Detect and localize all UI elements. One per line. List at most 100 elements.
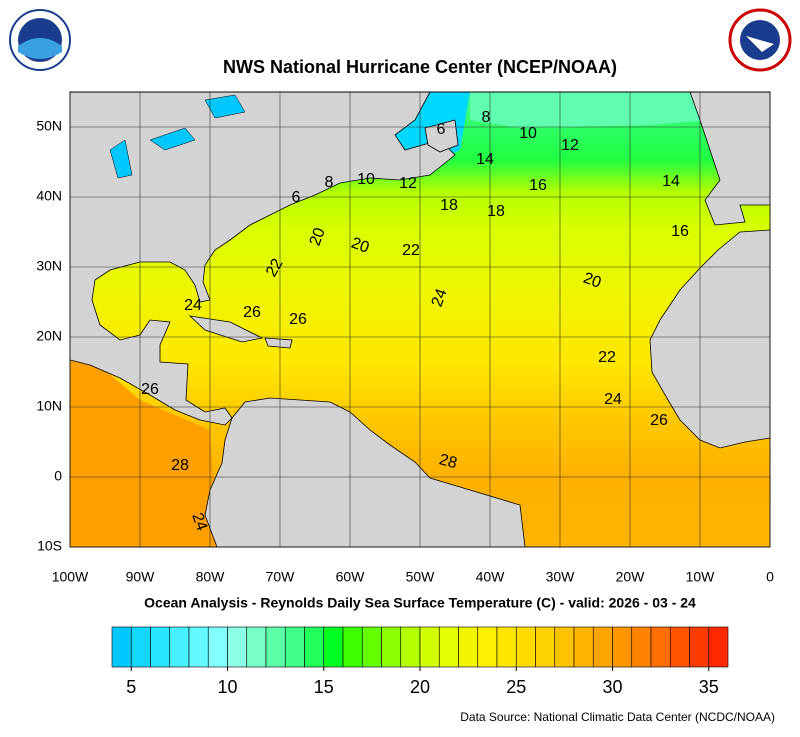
nws-logo — [728, 8, 792, 72]
colorbar-cell — [227, 626, 248, 668]
lat-label: 0 — [54, 468, 62, 484]
africa — [649, 229, 771, 449]
colorbar-tick-label: 25 — [506, 677, 526, 697]
contour-label: 24 — [604, 391, 622, 408]
lat-label: 10N — [36, 398, 62, 414]
subtitle: Ocean Analysis - Reynolds Daily Sea Surf… — [144, 595, 696, 611]
contour-label: 18 — [440, 197, 458, 214]
contour-label: 24 — [429, 287, 451, 310]
contour-label: 6 — [437, 121, 446, 138]
lon-label: 0 — [766, 569, 774, 585]
cuba — [188, 315, 264, 343]
warm-water — [70, 340, 217, 547]
contour-label: 24 — [184, 297, 202, 314]
colorbar-cell — [631, 626, 652, 668]
colorbar-cell — [515, 626, 536, 668]
newfoundland — [424, 119, 459, 153]
colorbar-cell — [708, 626, 729, 668]
contour-label: 10 — [519, 125, 537, 142]
lake — [204, 94, 246, 119]
colorbar-cell — [207, 626, 228, 668]
lat-label: 10S — [37, 538, 62, 554]
colorbar-cell — [130, 626, 151, 668]
contour-label: 20 — [349, 235, 372, 257]
colorbar-cell — [535, 626, 556, 668]
north-america — [69, 91, 456, 426]
contour-label: 24 — [188, 511, 210, 534]
contour-label: 22 — [402, 242, 420, 259]
colorbar-cell — [111, 626, 132, 668]
colorbar-cell — [477, 626, 498, 668]
colorbar-cell — [496, 626, 517, 668]
lon-label: 50W — [406, 569, 436, 585]
lon-label: 40W — [476, 569, 506, 585]
lat-label: 20N — [36, 328, 62, 344]
colorbar-cell — [419, 626, 440, 668]
lat-label: 30N — [36, 258, 62, 274]
lon-label: 100W — [52, 569, 89, 585]
noaa-logo — [9, 9, 71, 71]
contour-label: 10 — [357, 171, 375, 188]
colorbar-tick-label: 15 — [314, 677, 334, 697]
colorbar-tick-label: 35 — [699, 677, 719, 697]
colorbar-cell — [554, 626, 575, 668]
contour-label: 12 — [399, 175, 417, 192]
contour-label: 18 — [487, 203, 505, 220]
colorbar-cell — [246, 626, 267, 668]
lon-label: 10W — [686, 569, 716, 585]
contour-label: 26 — [243, 304, 261, 321]
contour-label: 28 — [171, 457, 189, 474]
colorbar-cell — [342, 626, 363, 668]
hispaniola — [264, 337, 293, 349]
colorbar-cell — [169, 626, 190, 668]
colorbar-cell — [612, 626, 633, 668]
contour-label: 20 — [307, 226, 329, 249]
colorbar-cell — [381, 626, 402, 668]
colorbar-cell — [689, 626, 710, 668]
lake — [149, 127, 196, 151]
contour-label: 8 — [325, 174, 334, 191]
lat-label: 50N — [36, 118, 62, 134]
colorbar-cell — [323, 626, 344, 668]
lon-label: 70W — [266, 569, 296, 585]
contour-label: 16 — [529, 177, 547, 194]
contour-label: 20 — [581, 270, 604, 292]
colorbar-cell — [592, 626, 613, 668]
colorbar-cell — [188, 626, 209, 668]
colorbar-cell — [284, 626, 305, 668]
colorbar-cell — [669, 626, 690, 668]
colorbar-tick-label: 20 — [410, 677, 430, 697]
colorbar-cell — [265, 626, 286, 668]
lon-label: 30W — [546, 569, 576, 585]
contour-label: 8 — [482, 109, 491, 126]
contour-label: 28 — [437, 451, 459, 472]
colorbar-cell — [438, 626, 459, 668]
contour-label: 22 — [263, 256, 287, 280]
colorbar-tick-label: 30 — [602, 677, 622, 697]
contour-label: 6 — [292, 189, 301, 206]
title: NWS National Hurricane Center (NCEP/NOAA… — [223, 57, 617, 77]
contour-label: 26 — [141, 381, 159, 398]
colorbar-cell — [458, 626, 479, 668]
contour-label: 14 — [476, 151, 494, 168]
lon-label: 90W — [126, 569, 156, 585]
contour-label: 12 — [561, 137, 579, 154]
colorbar-tick-label: 5 — [126, 677, 136, 697]
contour-label: 22 — [598, 349, 616, 366]
colorbar-cell — [361, 626, 382, 668]
colorbar-cell — [400, 626, 421, 668]
colorbar-cell — [304, 626, 325, 668]
colorbar-tick-label: 10 — [217, 677, 237, 697]
lon-label: 80W — [196, 569, 226, 585]
lon-label: 20W — [616, 569, 646, 585]
colorbar-cell — [573, 626, 594, 668]
colorbar-cell — [150, 626, 171, 668]
lake — [109, 139, 133, 179]
colorbar-cell — [650, 626, 671, 668]
contour-label: 14 — [662, 173, 680, 190]
source: Data Source: National Climatic Data Cent… — [460, 710, 775, 724]
contour-label: 26 — [650, 412, 668, 429]
lon-label: 60W — [336, 569, 366, 585]
